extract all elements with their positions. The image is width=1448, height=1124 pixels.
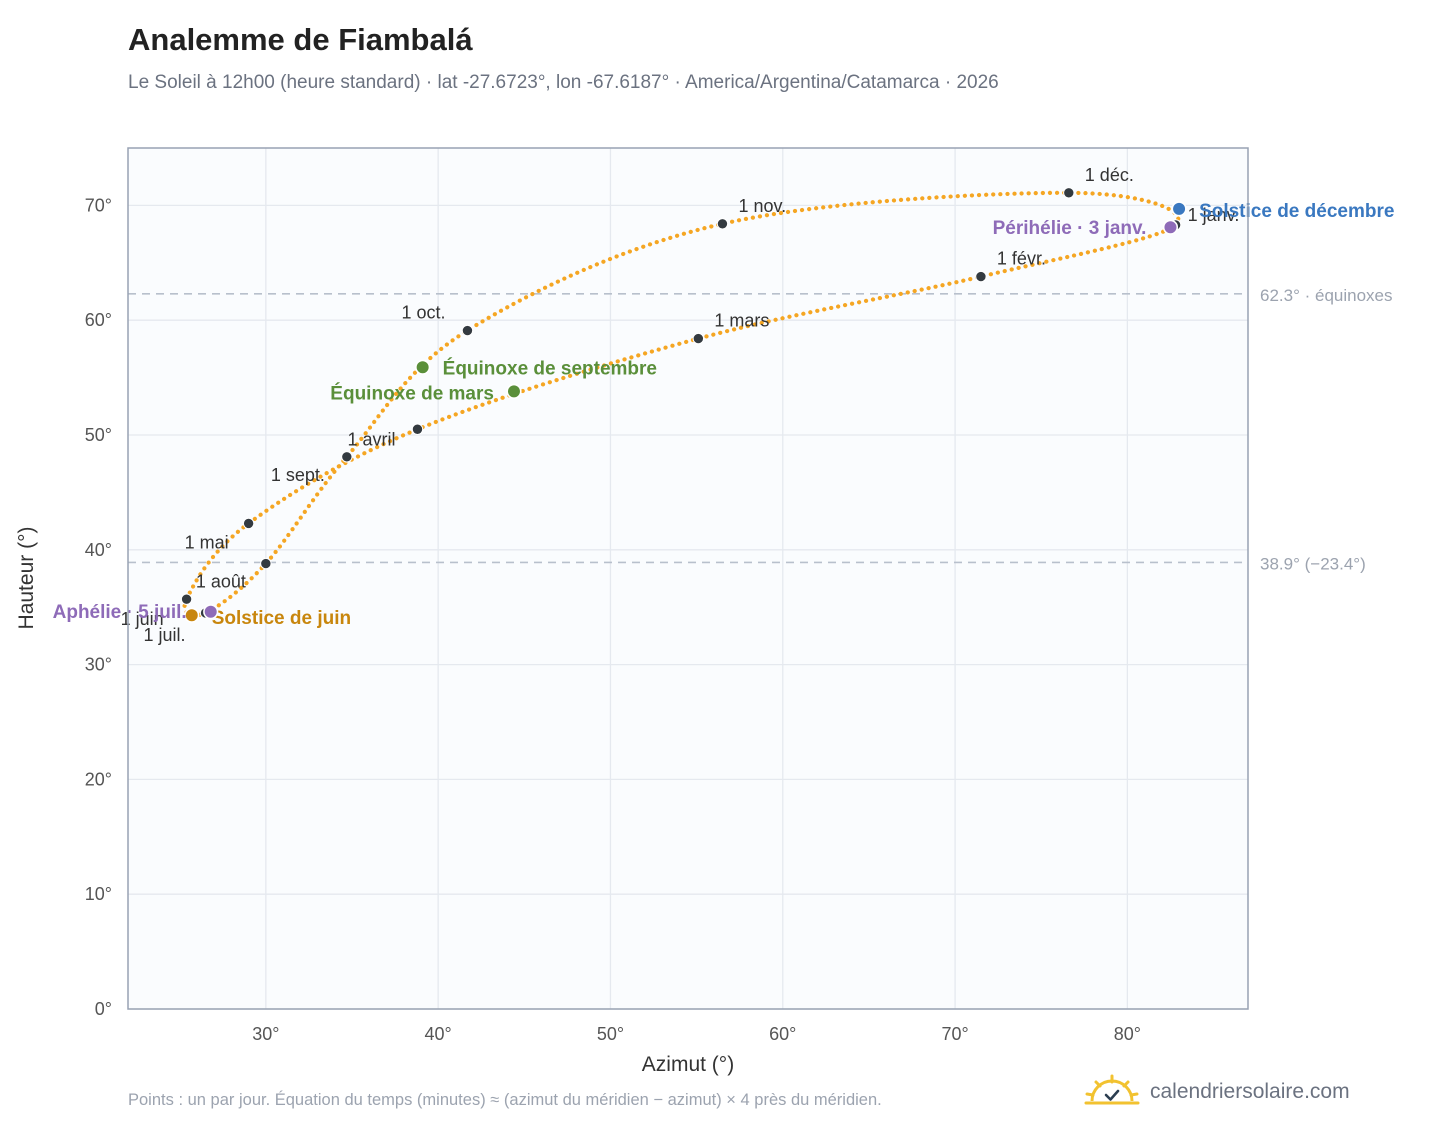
month-label: 1 mai <box>185 532 229 552</box>
x-tick-label: 70° <box>941 1024 968 1044</box>
y-tick-label: 10° <box>85 884 112 904</box>
month-label: 1 oct. <box>401 303 445 323</box>
reference-line-label: 38.9° (−23.4°) <box>1260 554 1366 573</box>
x-tick-label: 30° <box>252 1024 279 1044</box>
reference-lines: 62.3° · équinoxes 38.9° (−23.4°) <box>128 286 1393 573</box>
month-point <box>242 517 255 530</box>
month-point <box>1063 187 1075 199</box>
event-label: Solstice de juin <box>212 608 351 629</box>
y-axis-label: Hauteur (°) <box>15 527 38 630</box>
month-label: 1 janv. <box>1188 205 1240 225</box>
x-tick-label: 80° <box>1114 1024 1141 1044</box>
event-point <box>415 359 431 375</box>
event-label: Équinoxe de septembre <box>443 357 657 379</box>
month-point <box>716 218 729 230</box>
x-tick-label: 60° <box>769 1024 796 1044</box>
y-tick-label: 30° <box>85 655 112 675</box>
brand: calendriersolaire.com <box>1084 1072 1350 1112</box>
month-point <box>341 451 353 463</box>
y-tick-label: 20° <box>85 769 112 789</box>
month-label: 1 nov. <box>738 196 786 216</box>
month-label: 1 mars <box>714 311 769 331</box>
reference-line-label: 62.3° · équinoxes <box>1260 286 1393 305</box>
y-tick-label: 0° <box>95 999 112 1019</box>
plot-border <box>127 147 1249 1010</box>
event-label: Aphélie · 5 juil. <box>53 602 187 623</box>
x-tick-label: 50° <box>597 1024 624 1044</box>
month-point <box>692 332 705 345</box>
event-label: Solstice de décembre <box>1199 201 1394 222</box>
month-label: 1 avril <box>347 429 395 449</box>
axis-ticks: 30° 40° 50° 60° 70° 80° 0° 10° 20° 30° 40° 50° 60° 70… <box>85 195 1141 1044</box>
month-point <box>180 593 193 605</box>
event-point <box>184 607 200 623</box>
month-label: 1 févr. <box>997 249 1046 269</box>
event-point <box>1162 219 1179 235</box>
month-label: 1 déc. <box>1085 165 1134 185</box>
plot-area <box>128 148 1248 1009</box>
month-point <box>461 324 474 337</box>
chart-footnote: Points : un par jour. Équation du temps … <box>128 1091 882 1109</box>
chart-title: Analemme de Fiambalá <box>128 22 473 57</box>
month-label: 1 août <box>196 572 246 592</box>
chart-subtitle: Le Soleil à 12h00 (heure standard) · lat… <box>128 72 999 93</box>
brand-name: calendriersolaire.com <box>1150 1080 1350 1103</box>
y-tick-label: 50° <box>85 425 112 445</box>
x-tick-label: 40° <box>425 1024 452 1044</box>
month-point <box>411 423 424 435</box>
month-label: 1 sept. <box>271 465 325 485</box>
event-label: Périhélie · 3 janv. <box>993 218 1147 239</box>
month-label: 1 juin <box>121 609 164 629</box>
event-point <box>203 604 219 620</box>
event-point <box>1171 201 1187 217</box>
y-tick-label: 40° <box>85 540 112 560</box>
x-axis-label: Azimut (°) <box>642 1053 734 1076</box>
event-label: Équinoxe de mars <box>330 382 494 404</box>
sun-icon <box>1084 1074 1140 1105</box>
y-tick-label: 60° <box>85 310 112 330</box>
y-tick-label: 70° <box>85 195 112 215</box>
event-point <box>506 383 522 399</box>
month-point <box>260 557 272 570</box>
month-point <box>975 270 987 283</box>
month-label: 1 juil. <box>144 625 186 645</box>
